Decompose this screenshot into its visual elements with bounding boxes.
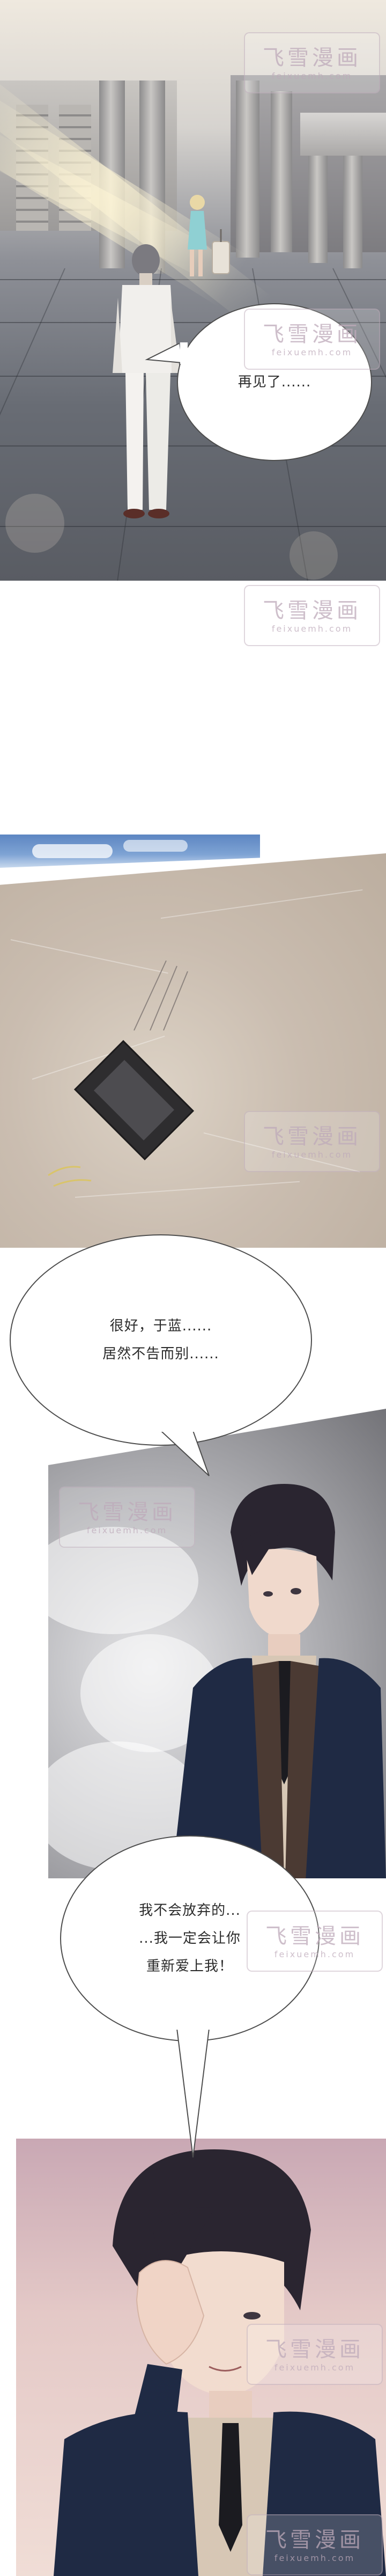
marble-vein <box>160 889 363 919</box>
watermark: 飞雪漫画 feixuemh.com <box>244 1111 380 1172</box>
watermark-title: 飞雪漫画 <box>265 2527 364 2552</box>
watermark-title: 飞雪漫画 <box>263 1124 361 1149</box>
speech-bubble-tail <box>176 2023 211 2158</box>
cloud <box>32 844 113 858</box>
bokeh-light <box>5 494 64 553</box>
speech-text-wont-give-up: 我不会放弃的... ...我一定会让你 重新爱上我！ <box>139 1902 241 1974</box>
panel-marble-phone: 飞雪漫画 feixuemh.com <box>0 853 386 1248</box>
floor-tile-line <box>0 322 386 323</box>
watermark: 飞雪漫画 feixuemh.com <box>247 2324 383 2385</box>
watermark-title: 飞雪漫画 <box>265 1923 364 1949</box>
watermark-url: feixuemh.com <box>274 1949 355 1959</box>
watermark-url: feixuemh.com <box>86 1525 168 1535</box>
watermark-title: 飞雪漫画 <box>263 321 361 347</box>
speech-bubble-tail <box>145 342 188 364</box>
floor-tile-line <box>0 526 386 527</box>
watermark: 飞雪漫画 feixuemh.com <box>244 585 380 646</box>
watermark: 飞雪漫画 feixuemh.com <box>247 2514 383 2575</box>
sky-strip <box>0 835 260 868</box>
watermark-url: feixuemh.com <box>271 70 353 81</box>
watermark-url: feixuemh.com <box>274 2362 355 2373</box>
watermark-title: 飞雪漫画 <box>263 45 361 70</box>
building-canopy <box>300 113 386 156</box>
column <box>236 80 259 258</box>
watermark: 飞雪漫画 feixuemh.com <box>59 1487 195 1548</box>
cloud <box>48 1527 198 1634</box>
column <box>271 91 292 252</box>
man-white-suit <box>113 244 180 518</box>
watermark-title: 飞雪漫画 <box>78 1499 176 1525</box>
panel-man-in-thought: 飞雪漫画 feixuemh.com <box>48 1409 386 1878</box>
watermark-url: feixuemh.com <box>274 2552 355 2563</box>
speech-text-very-good: 很好，于蓝...... 居然不告而别...... <box>102 1318 219 1362</box>
watermark-url: feixuemh.com <box>271 347 353 357</box>
watermark-url: feixuemh.com <box>271 1149 353 1160</box>
speech-bubble-tail <box>160 1428 210 1476</box>
watermark-url: feixuemh.com <box>271 623 353 634</box>
watermark: 飞雪漫画 feixuemh.com <box>244 309 380 370</box>
floor-tile-line <box>0 445 386 447</box>
woman-with-suitcase <box>188 195 230 276</box>
dropped-phone <box>48 960 195 1187</box>
watermark: 飞雪漫画 feixuemh.com <box>247 1911 383 1972</box>
watermark: 飞雪漫画 feixuemh.com <box>244 32 380 93</box>
bokeh-light <box>290 531 338 580</box>
speech-bubble-very-good: 很好，于蓝...... 居然不告而别...... <box>10 1234 312 1446</box>
speech-text-goodbye: 再见了...... <box>237 374 311 390</box>
column <box>308 156 328 263</box>
watermark-title: 飞雪漫画 <box>263 598 361 623</box>
watermark-title: 飞雪漫画 <box>265 2337 364 2362</box>
cloud <box>123 840 188 852</box>
man-dark-suit <box>172 1484 386 1878</box>
column <box>343 156 362 268</box>
speech-bubble-goodbye: 再见了...... <box>177 303 372 461</box>
panel-man-vow: 飞雪漫画 feixuemh.com 飞雪漫画 feixuemh.com <box>16 2139 386 2576</box>
man-hand-on-face <box>54 2149 386 2576</box>
panel-plaza-farewell <box>0 0 386 581</box>
